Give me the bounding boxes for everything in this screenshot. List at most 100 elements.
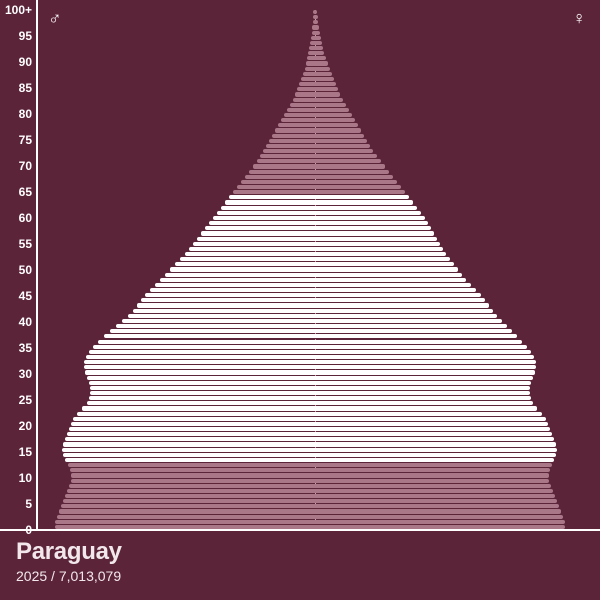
age-row xyxy=(40,499,590,504)
age-row xyxy=(40,190,590,195)
male-bar xyxy=(71,479,315,483)
female-bar xyxy=(315,134,364,138)
female-bar xyxy=(315,365,536,369)
female-bar xyxy=(315,108,349,112)
female-bar xyxy=(315,437,554,441)
female-bar xyxy=(315,98,343,102)
age-row xyxy=(40,139,590,144)
y-tick-label: 70 xyxy=(19,160,32,172)
y-tick-label: 20 xyxy=(19,420,32,432)
male-bar xyxy=(63,453,315,457)
age-row xyxy=(40,288,590,293)
female-bar xyxy=(315,314,497,318)
age-row xyxy=(40,211,590,216)
age-row xyxy=(40,422,590,427)
age-row xyxy=(40,252,590,257)
male-bar xyxy=(229,195,315,199)
male-bar xyxy=(275,128,315,132)
y-tick-label: 85 xyxy=(19,82,32,94)
y-tick-label: 80 xyxy=(19,108,32,120)
male-bar xyxy=(69,484,315,488)
male-bar xyxy=(295,92,315,96)
age-row xyxy=(40,355,590,360)
age-row xyxy=(40,345,590,350)
male-bar xyxy=(104,334,315,338)
male-bar xyxy=(67,432,315,436)
age-row xyxy=(40,170,590,175)
age-row xyxy=(40,324,590,329)
male-bar xyxy=(293,98,315,102)
male-bar xyxy=(225,200,315,204)
female-bar xyxy=(315,144,370,148)
female-bar xyxy=(315,422,548,426)
age-row xyxy=(40,10,590,15)
male-bar xyxy=(55,520,315,524)
age-row xyxy=(40,509,590,514)
female-bar xyxy=(315,494,555,498)
age-row xyxy=(40,221,590,226)
age-row xyxy=(40,92,590,97)
age-row xyxy=(40,479,590,484)
female-bar xyxy=(315,479,549,483)
female-bar xyxy=(315,329,512,333)
age-row xyxy=(40,56,590,61)
male-bar xyxy=(69,427,315,431)
female-bar xyxy=(315,458,554,462)
female-bar xyxy=(315,67,330,71)
age-row xyxy=(40,504,590,509)
male-bar xyxy=(170,267,315,271)
age-row xyxy=(40,489,590,494)
female-bar xyxy=(315,355,534,359)
age-row xyxy=(40,36,590,41)
male-bar xyxy=(73,417,315,421)
age-row xyxy=(40,31,590,36)
age-row xyxy=(40,484,590,489)
female-bar xyxy=(315,288,476,292)
male-bar xyxy=(301,77,315,81)
age-row xyxy=(40,370,590,375)
age-row xyxy=(40,134,590,139)
age-row xyxy=(40,118,590,123)
male-bar xyxy=(63,499,315,503)
age-row xyxy=(40,494,590,499)
male-bar xyxy=(299,82,315,86)
female-bar xyxy=(315,381,531,385)
male-bar xyxy=(189,247,315,251)
male-bar xyxy=(62,448,315,452)
female-bar xyxy=(315,406,537,410)
female-bar xyxy=(315,20,318,24)
male-bar xyxy=(180,257,315,261)
female-bar xyxy=(315,262,454,266)
male-bar xyxy=(260,154,315,158)
female-bar xyxy=(315,257,450,261)
male-bar xyxy=(133,309,315,313)
male-bar xyxy=(165,273,315,277)
age-row xyxy=(40,154,590,159)
y-tick-label: 75 xyxy=(19,134,32,146)
female-bar xyxy=(315,432,552,436)
female-bar xyxy=(315,303,489,307)
male-bar xyxy=(110,329,315,333)
y-tick-label: 5 xyxy=(25,498,32,510)
age-row xyxy=(40,123,590,128)
age-row xyxy=(40,303,590,308)
age-row xyxy=(40,206,590,211)
female-bar xyxy=(315,41,322,45)
male-bar xyxy=(297,87,315,91)
male-bar xyxy=(89,396,315,400)
female-bar xyxy=(315,56,326,60)
female-bar xyxy=(315,87,338,91)
age-row xyxy=(40,319,590,324)
y-tick-label: 10 xyxy=(19,472,32,484)
female-bar xyxy=(315,82,336,86)
female-bar xyxy=(315,128,361,132)
male-bar xyxy=(128,314,315,318)
age-row xyxy=(40,72,590,77)
age-row xyxy=(40,273,590,278)
male-bar xyxy=(84,365,315,369)
female-bar xyxy=(315,468,550,472)
male-bar xyxy=(90,386,315,390)
female-bar xyxy=(315,92,340,96)
female-bar xyxy=(315,370,535,374)
population-value: 7,013,079 xyxy=(59,568,121,584)
